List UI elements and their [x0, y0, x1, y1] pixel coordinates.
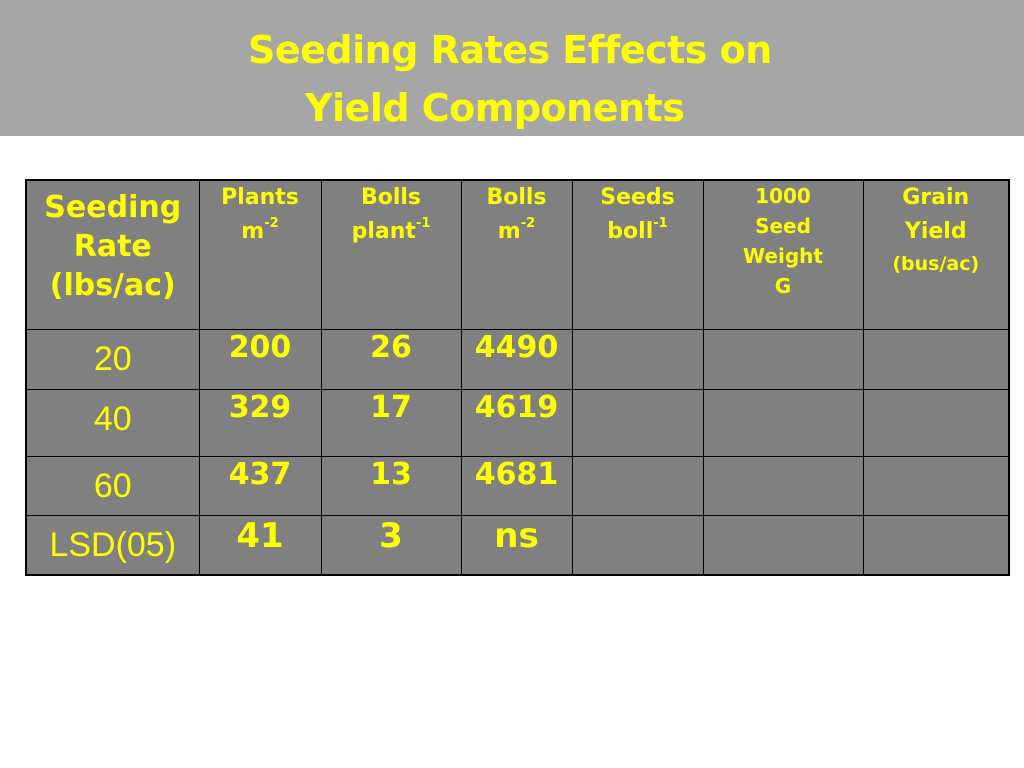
header-seed-weight-line-4: G [774, 274, 792, 298]
cell-seeds-boll [571, 389, 704, 457]
cell-bolls-plant: 17 [320, 389, 462, 457]
header-seeding-rate-line-3: (lbs/ac) [49, 268, 176, 303]
header-grain-yield: Grain Yield (bus/ac) [862, 179, 1010, 330]
cell-bolls-m: ns [460, 515, 573, 576]
cell-seeding-rate: 60 [25, 456, 200, 516]
header-seed-weight-line-2: Seed [755, 214, 811, 238]
header-seed-weight-line-1: 1000 [755, 184, 811, 208]
header-bolls-m-main: Bolls [486, 185, 547, 210]
cell-plants: 437 [198, 456, 322, 516]
header-seeding-rate: Seeding Rate (lbs/ac) [25, 179, 200, 330]
header-plants-exp: -2 [264, 216, 279, 231]
slide-title-line-2: Yield Components [305, 86, 685, 130]
header-row: Seeding Rate (lbs/ac) Plants m-2 Bolls p… [25, 179, 1010, 330]
cell-grain-yield [862, 389, 1010, 457]
header-seeding-rate-line-1: Seeding [44, 190, 182, 225]
cell-seed-weight [702, 456, 864, 516]
slide-title-line-1: Seeding Rates Effects on [248, 28, 772, 72]
header-bolls-plant-main: Bolls [360, 185, 422, 210]
header-bolls-m-unit: m [497, 219, 521, 244]
header-seeds-per-boll: Seeds boll-1 [571, 179, 704, 330]
cell-seeding-rate: LSD(05) [25, 515, 200, 576]
cell-seeding-rate: 40 [25, 389, 200, 457]
header-seeds-boll-unit: boll [607, 219, 654, 244]
cell-grain-yield [862, 515, 1010, 576]
cell-plants: 200 [198, 329, 322, 390]
cell-seed-weight [702, 389, 864, 457]
cell-bolls-plant: 3 [320, 515, 462, 576]
header-bolls-plant-exp: -1 [415, 216, 431, 231]
header-plants-unit: m [241, 219, 265, 244]
table-row: LSD(05) 41 3 ns [25, 515, 1010, 576]
cell-grain-yield [862, 329, 1010, 390]
header-seed-weight-line-3: Weight [743, 244, 823, 268]
cell-bolls-plant: 26 [320, 329, 462, 390]
cell-seeds-boll [571, 329, 704, 390]
cell-bolls-plant: 13 [320, 456, 462, 516]
cell-seed-weight [702, 515, 864, 576]
cell-seeds-boll [571, 456, 704, 516]
cell-bolls-m: 4490 [460, 329, 573, 390]
header-seeds-boll-exp: -1 [653, 216, 668, 231]
title-band: Seeding Rates Effects on Yield Component… [0, 0, 1024, 136]
header-plants-main: Plants [221, 185, 299, 210]
header-seed-weight: 1000 Seed Weight G [702, 179, 864, 330]
header-grain-yield-line-2: Yield [904, 219, 967, 244]
header-bolls-m-exp: -2 [520, 216, 536, 231]
header-grain-yield-line-1: Grain [902, 185, 970, 210]
table-row: 40 329 17 4619 [25, 389, 1010, 457]
header-seeds-boll-main: Seeds [600, 185, 675, 210]
cell-plants: 329 [198, 389, 322, 457]
cell-seeding-rate: 20 [25, 329, 200, 390]
cell-grain-yield [862, 456, 1010, 516]
yield-components-table: Seeding Rate (lbs/ac) Plants m-2 Bolls p… [25, 179, 1010, 576]
table-row: 20 200 26 4490 [25, 329, 1010, 390]
cell-seeds-boll [571, 515, 704, 576]
header-seeding-rate-line-2: Rate [73, 229, 152, 264]
header-plants: Plants m-2 [198, 179, 322, 330]
header-bolls-per-m2: Bolls m-2 [460, 179, 573, 330]
header-bolls-per-plant: Bolls plant-1 [320, 179, 462, 330]
cell-plants: 41 [198, 515, 322, 576]
cell-bolls-m: 4681 [460, 456, 573, 516]
table-row: 60 437 13 4681 [25, 456, 1010, 516]
cell-seed-weight [702, 329, 864, 390]
header-bolls-plant-unit: plant [351, 219, 416, 244]
header-grain-yield-line-3: (bus/ac) [892, 253, 980, 275]
cell-bolls-m: 4619 [460, 389, 573, 457]
